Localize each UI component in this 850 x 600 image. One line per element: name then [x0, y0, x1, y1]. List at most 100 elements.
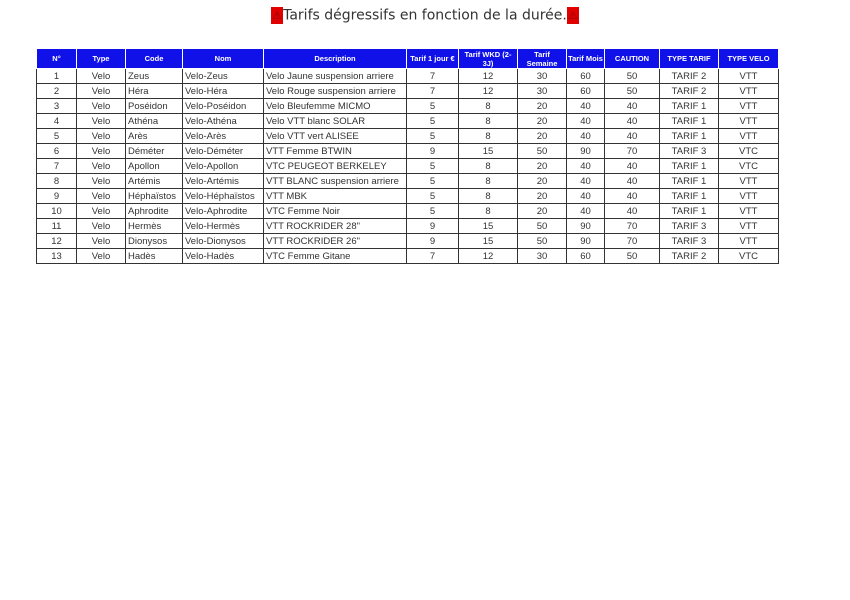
- warning-icon: ⚠: [566, 7, 579, 24]
- table-cell: 8: [458, 113, 518, 129]
- table-cell: TARIF 1: [659, 188, 719, 204]
- table-cell: VTT: [718, 113, 779, 129]
- column-header: N°: [36, 48, 77, 69]
- table-cell: 7: [406, 248, 459, 264]
- table-cell: Velo-Hermès: [182, 218, 264, 234]
- column-header: Tarif Semaine: [517, 48, 567, 69]
- table-cell: Velo VTT blanc SOLAR: [263, 113, 407, 129]
- table-cell: 11: [36, 218, 77, 234]
- table-cell: VTT ROCKRIDER 28": [263, 218, 407, 234]
- column-header: CAUTION: [604, 48, 660, 69]
- table-row: 9 Velo Héphaïstos Velo-Héphaïstos VTT MBK 5 8 2…: [36, 188, 779, 204]
- table-cell: VTC Femme Noir: [263, 203, 407, 219]
- table-cell: 7: [36, 158, 77, 174]
- table-cell: Velo-Poséidon: [182, 98, 264, 114]
- table-cell: TARIF 3: [659, 143, 719, 159]
- table-cell: 40: [604, 98, 660, 114]
- table-cell: VTT: [718, 128, 779, 144]
- table-cell: 40: [604, 113, 660, 129]
- table-cell: 40: [604, 158, 660, 174]
- table-cell: TARIF 3: [659, 233, 719, 249]
- table-cell: 4: [36, 113, 77, 129]
- table-cell: VTC: [718, 158, 779, 174]
- table-row: 4 Velo Athéna Velo-Athéna Velo VTT blanc SOL…: [36, 113, 779, 129]
- table-row: 7 Velo Apollon Velo-Apollon VTC PEUGEOT BERK…: [36, 158, 779, 174]
- table-cell: Velo: [76, 83, 126, 99]
- table-row: 11 Velo Hermès Velo-Hermès VTT ROCKRIDER 28"…: [36, 218, 779, 234]
- table-cell: Velo Jaune suspension arriere: [263, 68, 407, 84]
- table-cell: Velo-Aphrodite: [182, 203, 264, 219]
- table-cell: 8: [458, 173, 518, 189]
- table-cell: 8: [36, 173, 77, 189]
- table-cell: 9: [406, 233, 459, 249]
- table-cell: 60: [566, 248, 605, 264]
- table-cell: 30: [517, 68, 567, 84]
- table-cell: 40: [566, 128, 605, 144]
- column-header: Tarif Mois: [566, 48, 605, 69]
- table-row: 2 Velo Héra Velo-Héra Velo Rouge suspension …: [36, 83, 779, 99]
- table-cell: 40: [566, 98, 605, 114]
- table-cell: VTC: [718, 248, 779, 264]
- table-cell: VTT MBK: [263, 188, 407, 204]
- table-cell: Velo: [76, 188, 126, 204]
- table-cell: VTT: [718, 173, 779, 189]
- table-cell: 70: [604, 233, 660, 249]
- table-cell: 50: [604, 68, 660, 84]
- table-cell: 8: [458, 158, 518, 174]
- table-cell: 5: [406, 173, 459, 189]
- table-cell: 5: [406, 203, 459, 219]
- table-row: 6 Velo Déméter Velo-Déméter VTT Femme BTWIN 9…: [36, 143, 779, 159]
- table-cell: Velo-Hadès: [182, 248, 264, 264]
- table-cell: TARIF 1: [659, 203, 719, 219]
- table-cell: 50: [517, 143, 567, 159]
- column-header: TYPE TARIF: [659, 48, 719, 69]
- table-cell: VTT Femme BTWIN: [263, 143, 407, 159]
- table-cell: 5: [406, 113, 459, 129]
- table-cell: 12: [458, 248, 518, 264]
- table-cell: VTT: [718, 98, 779, 114]
- table-row: 12 Velo Dionysos Velo-Dionysos VTT ROCKRIDER…: [36, 233, 779, 249]
- table-cell: Velo: [76, 233, 126, 249]
- table-cell: 12: [458, 83, 518, 99]
- table-cell: 20: [517, 203, 567, 219]
- table-cell: 30: [517, 83, 567, 99]
- table-cell: Velo Bleufemme MICMO: [263, 98, 407, 114]
- table-cell: VTT: [718, 83, 779, 99]
- table-cell: Velo-Artémis: [182, 173, 264, 189]
- table-cell: 15: [458, 143, 518, 159]
- table-cell: Velo Rouge suspension arriere: [263, 83, 407, 99]
- table-cell: Velo: [76, 128, 126, 144]
- table-cell: 50: [604, 248, 660, 264]
- table-cell: 9: [406, 218, 459, 234]
- table-row: 5 Velo Arès Velo-Arès Velo VTT vert ALISEE 5 8…: [36, 128, 779, 144]
- table-cell: 5: [406, 128, 459, 144]
- table-cell: 30: [517, 248, 567, 264]
- table-cell: Velo: [76, 203, 126, 219]
- column-header: TYPE VELO: [718, 48, 779, 69]
- table-cell: Velo-Arès: [182, 128, 264, 144]
- column-header: Tarif WKD (2-3J): [458, 48, 518, 69]
- table-cell: Velo: [76, 143, 126, 159]
- table-cell: Velo-Déméter: [182, 143, 264, 159]
- table-cell: Héra: [125, 83, 183, 99]
- table-cell: Velo: [76, 248, 126, 264]
- table-cell: 12: [458, 68, 518, 84]
- table-cell: VTT: [718, 233, 779, 249]
- table-cell: 40: [566, 188, 605, 204]
- table-cell: Velo: [76, 158, 126, 174]
- table-cell: 20: [517, 173, 567, 189]
- table-cell: 15: [458, 218, 518, 234]
- table-cell: VTC: [718, 143, 779, 159]
- table-cell: Arès: [125, 128, 183, 144]
- table-cell: 7: [406, 83, 459, 99]
- table-cell: 7: [406, 68, 459, 84]
- table-cell: 40: [604, 173, 660, 189]
- table-cell: VTT: [718, 203, 779, 219]
- table-cell: 2: [36, 83, 77, 99]
- table-cell: 13: [36, 248, 77, 264]
- table-cell: 15: [458, 233, 518, 249]
- table-cell: VTT: [718, 188, 779, 204]
- table-cell: 6: [36, 143, 77, 159]
- table-cell: Velo-Dionysos: [182, 233, 264, 249]
- table-cell: TARIF 1: [659, 128, 719, 144]
